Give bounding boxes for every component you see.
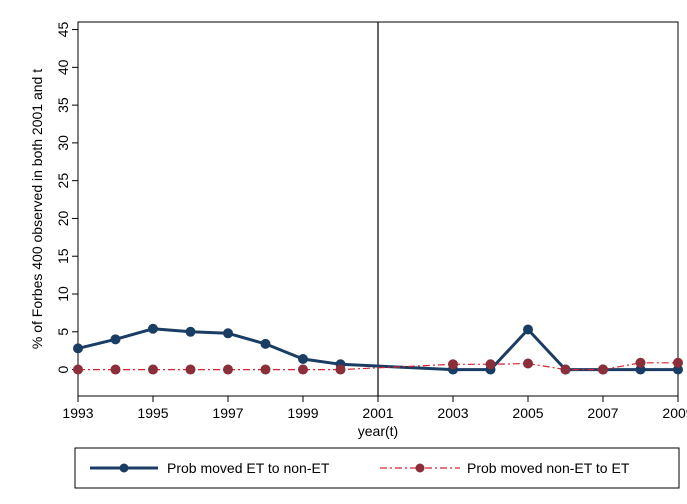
series-2-point-2000 bbox=[335, 364, 346, 375]
series-1-point-1995 bbox=[148, 323, 158, 334]
series-1-point-1998 bbox=[260, 338, 271, 349]
y-tick-label-20: 20 bbox=[55, 210, 71, 226]
series-2-point-1997 bbox=[223, 364, 233, 375]
y-axis-label: % of Forbes 400 observed in both 2001 an… bbox=[29, 69, 45, 349]
legend-box bbox=[74, 447, 680, 489]
series-1-point-1996 bbox=[185, 326, 196, 337]
series-2-point-2007 bbox=[598, 364, 608, 375]
series-line-2 bbox=[78, 362, 678, 371]
y-tick-label-40: 40 bbox=[55, 59, 71, 75]
x-tick-label-1995: 1995 bbox=[137, 405, 168, 421]
series-2-point-2006 bbox=[560, 364, 571, 375]
x-tick-label-2003: 2003 bbox=[437, 405, 468, 421]
x-tick-label-1997: 1997 bbox=[212, 405, 243, 421]
x-tick-label-2007: 2007 bbox=[587, 405, 618, 421]
y-tick-label-45: 45 bbox=[55, 22, 71, 38]
series-2-point-2009 bbox=[673, 357, 683, 368]
x-tick-label-1993: 1993 bbox=[62, 405, 93, 421]
x-axis-label: year(t) bbox=[358, 423, 398, 439]
series-2-point-1999 bbox=[298, 364, 308, 375]
y-tick-label-30: 30 bbox=[55, 135, 71, 151]
y-tick-label-0: 0 bbox=[55, 365, 71, 373]
legend: Prob moved ET to non-ET Prob moved non-ET… bbox=[74, 447, 680, 489]
series-2-point-1994 bbox=[110, 364, 121, 375]
y-tick-label-25: 25 bbox=[55, 173, 71, 189]
axes: 0 5 10 15 20 25 30 35 40 45 1993 1995 1997 1999 2001 20… bbox=[55, 21, 687, 421]
series-2-point-2008 bbox=[635, 357, 646, 368]
x-tick-label-1999: 1999 bbox=[287, 405, 318, 421]
series-1-point-1999 bbox=[298, 353, 308, 364]
series-2-point-2004 bbox=[485, 359, 496, 370]
y-tick-label-10: 10 bbox=[55, 286, 71, 302]
series-2-point-2003 bbox=[448, 359, 458, 370]
series-2-point-2005 bbox=[523, 358, 533, 369]
y-tick-label-35: 35 bbox=[55, 97, 71, 113]
series-2-point-1996 bbox=[185, 364, 196, 375]
series-2-point-1995 bbox=[148, 364, 158, 375]
x-tick-label-2001: 2001 bbox=[362, 405, 393, 421]
legend-marker-1 bbox=[119, 463, 129, 473]
x-tick-label-2009: 2009 bbox=[662, 405, 687, 421]
legend-marker-2 bbox=[415, 463, 425, 473]
series-2-point-1998 bbox=[260, 364, 271, 375]
legend-label-1: Prob moved ET to non-ET bbox=[167, 460, 330, 476]
series-1-point-1997 bbox=[223, 328, 233, 339]
legend-label-2: Prob moved non-ET to ET bbox=[467, 460, 630, 476]
series-1-point-1994 bbox=[110, 334, 121, 345]
series-1-point-1993 bbox=[73, 343, 83, 354]
y-tick-label-5: 5 bbox=[55, 328, 71, 336]
series-1-point-2005 bbox=[523, 324, 533, 335]
series-2-point-1993 bbox=[73, 364, 83, 375]
x-tick-label-2005: 2005 bbox=[512, 405, 543, 421]
y-tick-label-15: 15 bbox=[55, 248, 71, 264]
series-group bbox=[73, 323, 683, 375]
